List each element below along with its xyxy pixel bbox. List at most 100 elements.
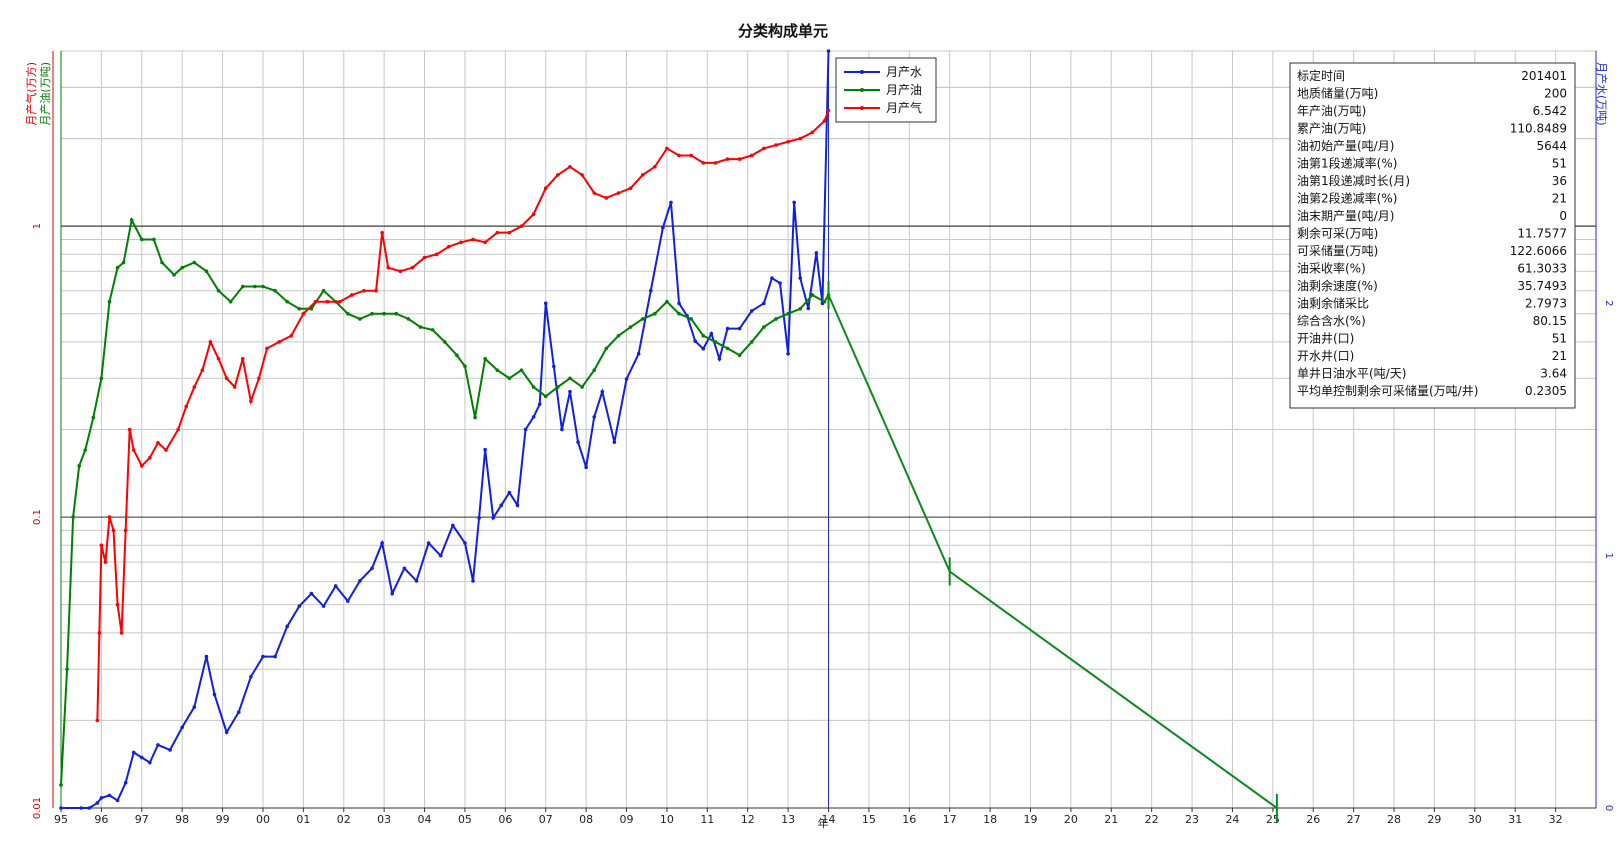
data-point xyxy=(568,164,572,169)
data-point xyxy=(701,161,706,165)
data-point xyxy=(350,293,354,297)
data-point xyxy=(604,346,609,351)
info-row-label: 油剩余速度(%) xyxy=(1297,278,1378,293)
data-point xyxy=(774,317,778,321)
data-point xyxy=(285,299,290,304)
data-point xyxy=(491,516,496,520)
data-point xyxy=(380,541,384,545)
x-axis-label: 年 xyxy=(818,816,829,830)
data-point xyxy=(358,579,362,583)
data-point xyxy=(362,288,366,293)
data-point xyxy=(560,427,564,432)
x-tick-label: 15 xyxy=(862,813,876,826)
data-point xyxy=(749,153,754,158)
x-tick-label: 23 xyxy=(1185,813,1199,826)
info-row-label: 油第2段递减率(%) xyxy=(1297,191,1397,206)
info-row-label: 地质储量(万吨) xyxy=(1297,86,1378,101)
data-point xyxy=(446,244,451,249)
x-tick-label: 32 xyxy=(1549,813,1563,826)
data-point xyxy=(59,783,63,787)
data-point xyxy=(277,340,281,344)
data-point xyxy=(131,750,136,755)
data-point xyxy=(786,352,790,356)
data-point xyxy=(386,265,390,270)
data-point xyxy=(273,654,277,659)
data-point xyxy=(473,415,477,420)
x-tick-label: 05 xyxy=(458,813,472,826)
data-point xyxy=(346,311,350,316)
data-point xyxy=(123,780,128,785)
series-forecast-oil xyxy=(827,280,1278,822)
info-row-label: 可采储量(万吨) xyxy=(1297,243,1378,258)
data-point xyxy=(176,427,180,432)
info-row-value: 21 xyxy=(1552,349,1567,363)
data-point xyxy=(289,333,294,338)
data-point xyxy=(107,793,112,798)
x-tick-label: 16 xyxy=(902,813,916,826)
data-point xyxy=(380,230,384,235)
data-point xyxy=(129,218,134,222)
x-tick-label: 99 xyxy=(216,813,230,826)
x-tick-label: 00 xyxy=(256,813,270,826)
data-point xyxy=(442,340,447,344)
data-point xyxy=(713,161,718,165)
data-point xyxy=(499,503,504,508)
x-tick-label: 02 xyxy=(337,813,351,826)
data-point xyxy=(406,317,411,321)
data-point xyxy=(402,566,407,571)
info-row-label: 油第1段递减时长(月) xyxy=(1297,173,1410,188)
info-row-label: 平均单控制剩余可采储量(万吨/井) xyxy=(1297,383,1478,398)
data-point xyxy=(717,357,722,361)
info-row-label: 剩余可采(万吨) xyxy=(1297,226,1378,241)
data-point xyxy=(471,237,475,242)
data-point xyxy=(592,415,597,419)
info-row-value: 110.8489 xyxy=(1510,122,1567,136)
info-row-value: 51 xyxy=(1552,332,1567,346)
data-point xyxy=(543,301,548,306)
data-point xyxy=(616,333,621,338)
data-point xyxy=(584,465,588,470)
data-point xyxy=(822,299,827,304)
data-point xyxy=(810,293,815,297)
data-point xyxy=(184,404,189,409)
data-point xyxy=(483,447,487,452)
data-point xyxy=(139,237,144,242)
data-point xyxy=(131,448,136,452)
data-point xyxy=(459,240,463,245)
data-point xyxy=(148,760,152,765)
data-point xyxy=(580,173,584,177)
info-row-value: 51 xyxy=(1552,157,1567,171)
data-point xyxy=(806,306,811,311)
data-point xyxy=(507,490,512,495)
info-row-label: 油剩余储采比 xyxy=(1297,296,1369,311)
data-point xyxy=(216,356,221,361)
data-point xyxy=(123,528,128,533)
data-point xyxy=(374,288,378,293)
data-point xyxy=(152,237,156,242)
data-point xyxy=(543,394,548,399)
info-row-label: 油第1段递减率(%) xyxy=(1297,156,1397,171)
data-point xyxy=(556,385,560,389)
info-row-value: 36 xyxy=(1552,174,1567,188)
legend-label: 月产水 xyxy=(886,65,922,79)
info-row-label: 累产油(万吨) xyxy=(1297,122,1366,136)
data-point xyxy=(398,269,403,274)
x-tick-label: 11 xyxy=(700,813,714,826)
info-row-value: 80.15 xyxy=(1533,314,1567,328)
series-water xyxy=(59,49,831,810)
data-point xyxy=(107,299,112,304)
data-point xyxy=(273,288,277,293)
data-point xyxy=(115,265,120,270)
data-point xyxy=(592,368,597,372)
data-point xyxy=(115,602,120,607)
data-point xyxy=(65,667,69,671)
data-point xyxy=(770,276,774,280)
data-point xyxy=(543,186,548,191)
data-point xyxy=(111,528,116,533)
data-point xyxy=(240,356,245,361)
info-table-box xyxy=(1289,62,1576,409)
data-point xyxy=(83,448,88,452)
y-left-oil-label: 月产油(万吨) xyxy=(38,62,52,126)
data-point xyxy=(774,143,778,147)
data-point xyxy=(515,503,520,508)
